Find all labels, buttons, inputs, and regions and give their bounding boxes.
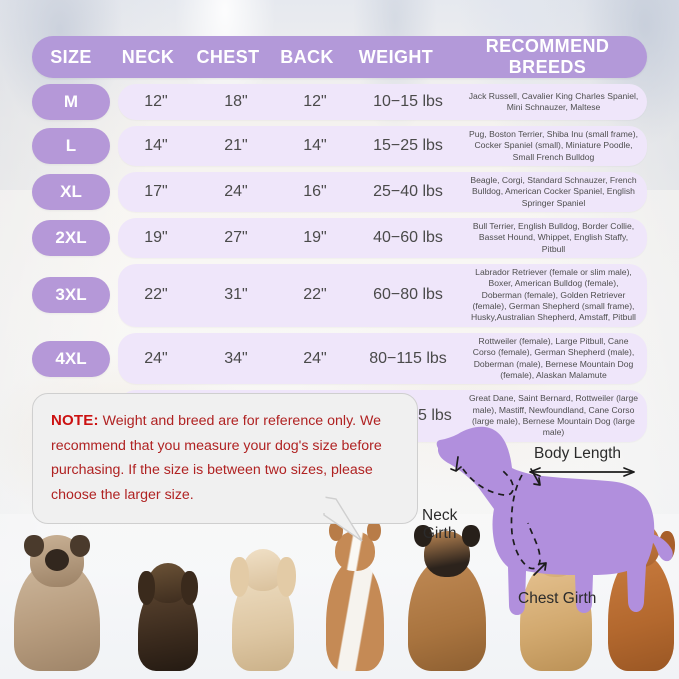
cell-breeds: Great Dane, Saint Bernard, Rottweiler (l… (468, 393, 639, 438)
size-badge: 2XL (32, 220, 110, 257)
cell-back: 14" (303, 137, 327, 155)
dog-ear-left (138, 571, 155, 605)
note-label: NOTE: (51, 412, 99, 429)
cell-chest: 24" (224, 183, 248, 201)
table-row: 2XL 19" 27" 19" 40−60 lbs Bull Terrier, … (32, 218, 647, 259)
dog-tail (649, 534, 673, 562)
size-badge: XL (32, 174, 110, 211)
column-header-breeds: RECOMMEND BREEDS (485, 36, 610, 77)
dog-ear-left (230, 557, 249, 597)
size-badge: M (32, 84, 110, 120)
cell-chest: 31" (224, 286, 248, 304)
size-badge: 4XL (32, 340, 110, 377)
table-row-values: 17" 24" 16" 25−40 lbs Beagle, Corgi, Sta… (118, 172, 647, 213)
cell-breeds: Jack Russell, Cavalier King Charles Span… (468, 90, 639, 112)
table-row: 3XL 22" 31" 22" 60−80 lbs Labrador Retri… (32, 264, 647, 327)
cell-weight: 10−15 lbs (373, 93, 443, 110)
dog-measurement-diagram: Body Length Neck Girth Chest Girth (406, 415, 679, 630)
neck-girth-arrow (450, 456, 462, 472)
dog-photo-cocker-spaniel (230, 549, 296, 671)
table-row: 4XL 24" 34" 24" 80−115 lbs Rottweiler (f… (32, 332, 647, 385)
body-length-arrow-left (529, 467, 541, 477)
column-header-size: SIZE (50, 46, 92, 67)
cell-back: 16" (303, 183, 327, 201)
size-badge: L (32, 128, 110, 165)
dog-ear-right (70, 535, 90, 557)
column-header-neck: NECK (121, 46, 175, 67)
cell-breeds: Labrador Retriever (female or slim male)… (471, 267, 636, 323)
dog-photo-boxer (408, 525, 486, 671)
cell-neck: 17" (144, 183, 168, 201)
cell-neck: 14" (144, 137, 168, 155)
neck-girth-dashed-line (462, 468, 514, 496)
cell-chest: 27" (224, 229, 248, 247)
cell-back: 24" (303, 349, 327, 367)
cell-back: 19" (303, 229, 327, 247)
table-row-values: 12" 18" 12" 10−15 lbs Jack Russell, Cava… (118, 84, 647, 120)
dog-ear-right (462, 525, 480, 547)
cell-chest: 34" (224, 349, 248, 367)
chest-girth-arrow-bottom (533, 562, 547, 576)
table-row-values: 14" 21" 14" 15−25 lbs Pug, Boston Terrie… (118, 126, 647, 167)
size-badge: 3XL (32, 277, 110, 314)
cell-breeds: Rottweiler (female), Large Pitbull, Cane… (472, 335, 635, 380)
dog-silhouette-shape (436, 426, 655, 615)
label-neck-girth: Neck Girth (422, 507, 458, 542)
column-header-chest: CHEST (196, 46, 260, 67)
cell-neck: 12" (144, 93, 168, 110)
note-body: NOTE: Weight and breed are for reference… (51, 408, 399, 507)
cell-weight: 40−60 lbs (373, 229, 443, 247)
label-chest-girth: Chest Girth (518, 590, 597, 607)
cell-weight: 15−25 lbs (373, 137, 443, 155)
dog-silhouette-svg (436, 426, 673, 615)
table-row: M 12" 18" 12" 10−15 lbs Jack Russell, Ca… (32, 84, 647, 120)
dog-ear-left (414, 525, 432, 547)
cell-weight: 60−80 lbs (373, 286, 443, 304)
dog-ear-right (277, 557, 296, 597)
cell-weight: 80−115 lbs (369, 349, 447, 367)
cell-chest: 18" (224, 93, 248, 110)
dog-photo-mastiff (14, 535, 100, 671)
table-row-values: 24" 34" 24" 80−115 lbs Rottweiler (femal… (118, 332, 647, 385)
table-row: XL 17" 24" 16" 25−40 lbs Beagle, Corgi, … (32, 172, 647, 213)
cell-back: 12" (303, 93, 327, 110)
table-row: L 14" 21" 14" 15−25 lbs Pug, Boston Terr… (32, 126, 647, 167)
cell-neck: 19" (144, 229, 168, 247)
speech-bubble-tail (322, 493, 363, 542)
note-callout: NOTE: Weight and breed are for reference… (32, 393, 418, 525)
cell-breeds: Beagle, Corgi, Standard Schnauzer, Frenc… (470, 175, 637, 208)
label-body-length: Body Length (534, 445, 622, 462)
cell-chest: 21" (224, 137, 248, 155)
dog-ear-left (24, 535, 44, 557)
table-row-values: 22" 31" 22" 60−80 lbs Labrador Retriever… (118, 264, 647, 327)
column-header-back: BACK (280, 46, 334, 67)
dog-muzzle (45, 549, 69, 571)
note-message: Weight and breed are for reference only.… (51, 413, 382, 503)
dog-photo-border-collie (326, 521, 384, 671)
body-length-arrow-right (623, 467, 635, 477)
column-header-weight: WEIGHT (358, 46, 434, 67)
cell-breeds: Pug, Boston Terrier, Shiba Inu (small fr… (469, 129, 638, 162)
cell-back: 22" (303, 286, 327, 304)
cell-breeds: Bull Terrier, English Bulldog, Border Co… (472, 221, 635, 254)
dog-ear-right (367, 521, 381, 541)
cell-weight: 25−40 lbs (373, 183, 443, 201)
table-header-row: SIZE NECK CHEST BACK WEIGHT RECOMMEND BR… (32, 36, 647, 78)
size-chart-table: SIZE NECK CHEST BACK WEIGHT RECOMMEND BR… (32, 36, 647, 442)
cell-neck: 24" (144, 349, 168, 367)
table-row-values: 19" 27" 19" 40−60 lbs Bull Terrier, Engl… (118, 218, 647, 259)
cell-neck: 22" (144, 286, 168, 304)
dog-photo-dark-cocker (138, 563, 198, 671)
dog-head (243, 549, 283, 591)
dog-ear-right (181, 571, 198, 605)
